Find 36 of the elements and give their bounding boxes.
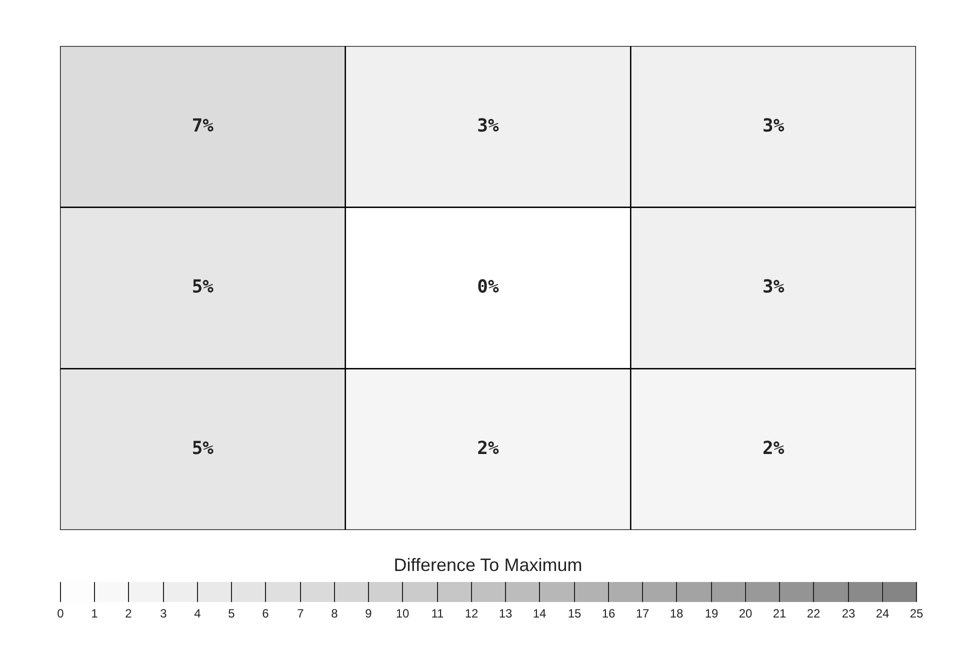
data-label: 3% (762, 276, 784, 298)
color-bar-label: 4 (194, 606, 202, 620)
color-bar-label: 8 (331, 606, 338, 620)
color-bar-label: 17 (636, 606, 650, 620)
color-bar-label: 13 (498, 606, 512, 620)
data-label: 3% (762, 115, 784, 136)
color-bar-label: 20 (738, 606, 752, 620)
color-bar-label: 3 (160, 606, 168, 620)
data-label: 2% (762, 438, 784, 460)
data-label: 2% (477, 438, 499, 460)
data-label: 5% (192, 276, 214, 298)
data-label: 0% (477, 276, 499, 298)
color-bar-title: Difference To Maximum (394, 554, 582, 575)
data-label: 3% (477, 115, 499, 136)
color-bar-label: 9 (365, 606, 372, 620)
data-label: 7% (192, 115, 214, 136)
color-bar-label: 15 (568, 606, 582, 620)
color-bar-label: 12 (464, 606, 478, 620)
color-bar-label: 24 (876, 606, 890, 620)
color-bar-label: 2 (125, 606, 132, 620)
color-bar-label: 23 (842, 606, 856, 620)
color-bar-label: 16 (602, 606, 616, 620)
color-bar-label: 25 (910, 606, 924, 620)
color-bar-label: 0 (57, 606, 64, 620)
color-bar-label: 6 (262, 606, 270, 620)
color-bar-label: 22 (806, 606, 820, 620)
color-bar-label: 5 (228, 606, 236, 620)
color-bar-label: 21 (772, 606, 786, 620)
color-bar-label: 14 (532, 606, 546, 620)
color-bar-label: 1 (91, 606, 98, 620)
data-label: 5% (192, 438, 214, 460)
color-bar-label: 18 (670, 606, 684, 620)
color-bar-label: 11 (431, 606, 444, 620)
color-bar-label: 19 (704, 606, 718, 620)
color-bar-label: 7 (297, 606, 304, 620)
color-bar-label: 10 (396, 606, 410, 620)
